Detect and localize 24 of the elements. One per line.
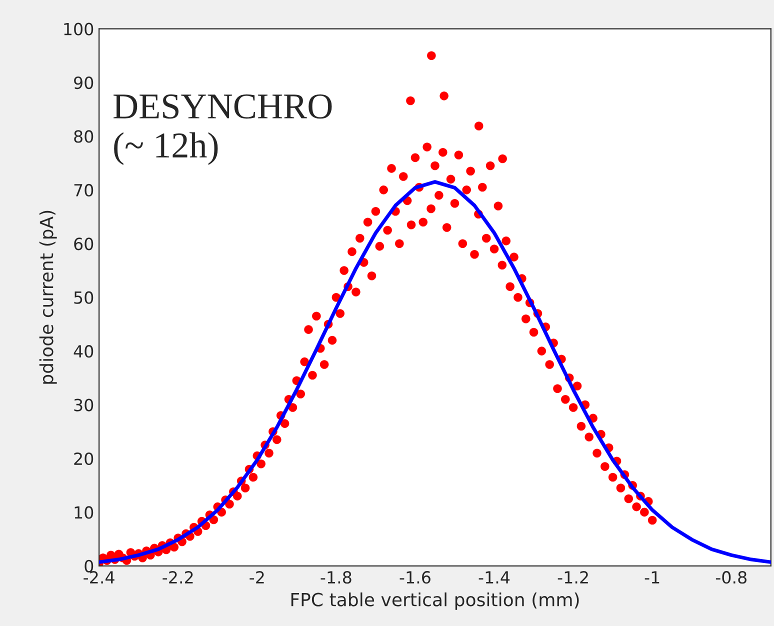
y-tick-label: 60	[74, 238, 94, 250]
x-tick-label: -1.6	[400, 571, 430, 584]
x-tick-label: -2.4	[84, 571, 114, 584]
y-tick-label: 80	[74, 130, 94, 143]
y-tick-label: 0	[84, 560, 94, 572]
y-tick-label: 40	[74, 345, 94, 358]
x-tick-label: -2.2	[162, 571, 193, 584]
y-tick-label: 90	[74, 76, 94, 90]
x-tick-label: -1.8	[320, 571, 352, 584]
x-tick-label: -1.2	[558, 571, 588, 584]
y-tick-label: 30	[74, 398, 94, 412]
annotation: DESYNCHRO (~ 12h)	[114, 94, 332, 166]
y-axis-title: pdiode current (pA)	[39, 210, 57, 384]
y-tick-label: 20	[74, 452, 94, 466]
x-tick-label: -1	[644, 571, 660, 584]
x-tick-label: -2	[250, 571, 264, 584]
x-tick-label: -1.4	[478, 571, 510, 584]
y-tick-label: 70	[74, 184, 94, 196]
y-tick-label: 10	[74, 506, 94, 519]
x-axis-title: FPC table vertical position (mm)	[291, 592, 579, 610]
y-tick-label: 50	[74, 291, 94, 304]
line-series	[99, 180, 771, 564]
y-tick-label: 100	[64, 22, 94, 36]
x-tick-label: -0.8	[716, 571, 747, 584]
